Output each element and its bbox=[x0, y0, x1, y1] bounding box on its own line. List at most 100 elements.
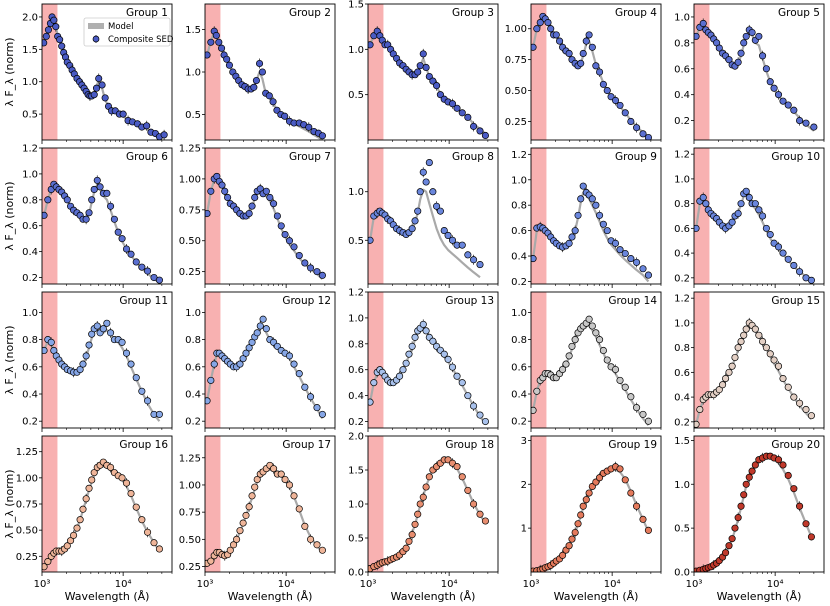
y-tick-label: 0.75 bbox=[179, 205, 201, 216]
data-point bbox=[155, 410, 163, 418]
data-point bbox=[774, 243, 783, 251]
data-point bbox=[639, 515, 647, 523]
panel-13: Group 13 0.2 0.4 0.6 0.8 1.0 1.2 bbox=[348, 288, 499, 432]
data-point bbox=[571, 528, 579, 537]
group-label: Group 20 bbox=[771, 439, 820, 451]
data-point bbox=[784, 471, 792, 480]
data-point bbox=[90, 469, 98, 477]
data-point bbox=[568, 342, 576, 350]
panel-9: Group 9 0.2 0.4 0.6 0.8 1.0 1.2 bbox=[511, 147, 662, 288]
shaded-band bbox=[205, 436, 221, 572]
data-point bbox=[633, 404, 641, 412]
data-point bbox=[224, 193, 232, 202]
group-label: Group 14 bbox=[608, 295, 657, 307]
data-point bbox=[433, 202, 441, 210]
y-tick-label: 0.75 bbox=[179, 508, 201, 519]
data-point bbox=[160, 131, 168, 139]
data-point bbox=[766, 350, 774, 358]
data-point bbox=[436, 207, 444, 215]
data-point bbox=[230, 541, 238, 549]
panel-8: Group 8 0.5 1.0 bbox=[348, 147, 499, 288]
data-point bbox=[42, 211, 48, 219]
data-point bbox=[579, 182, 587, 190]
data-point bbox=[92, 84, 101, 92]
data-point bbox=[644, 417, 652, 425]
data-point bbox=[585, 31, 593, 39]
data-point bbox=[728, 535, 736, 543]
panel-frame bbox=[367, 435, 499, 573]
y-tick-label: 1.5 bbox=[348, 466, 364, 477]
shaded-band bbox=[42, 436, 58, 572]
data-point bbox=[444, 355, 452, 363]
data-point bbox=[405, 350, 413, 358]
data-point bbox=[259, 315, 267, 323]
y-tick-label: 0.6 bbox=[22, 362, 38, 373]
data-point bbox=[565, 542, 573, 550]
y-tick-label: 0.25 bbox=[16, 552, 38, 563]
y-tick-label: 2 bbox=[521, 480, 527, 491]
data-point bbox=[531, 255, 537, 263]
data-point bbox=[255, 59, 264, 68]
data-point bbox=[699, 19, 707, 27]
plot-area bbox=[694, 148, 815, 284]
data-point bbox=[770, 84, 778, 92]
data-point bbox=[784, 255, 792, 263]
y-tick-label: 0.2 bbox=[674, 273, 690, 284]
data-point bbox=[737, 337, 745, 346]
legend-model-label: Model bbox=[108, 22, 134, 32]
data-point bbox=[103, 319, 111, 327]
data-point bbox=[565, 239, 573, 247]
y-tick-label: 0.5 bbox=[348, 534, 364, 545]
data-point bbox=[253, 475, 261, 484]
data-point bbox=[770, 356, 778, 364]
model-curve bbox=[369, 188, 481, 279]
y-tick-label: 1.00 bbox=[505, 24, 527, 35]
data-point bbox=[82, 352, 90, 360]
data-point bbox=[207, 187, 215, 195]
data-point bbox=[396, 372, 404, 380]
y-tick-label: 1.0 bbox=[22, 169, 38, 180]
y-tick-label: 0.4 bbox=[674, 393, 690, 404]
plot-area bbox=[205, 148, 326, 284]
y-tick-label: 0.4 bbox=[674, 90, 690, 101]
data-point bbox=[544, 18, 552, 27]
y-tick-label: 1.00 bbox=[179, 480, 201, 491]
data-point bbox=[481, 417, 489, 426]
data-point bbox=[627, 117, 635, 126]
data-point bbox=[585, 489, 593, 497]
y-tick-label: 1.25 bbox=[16, 447, 38, 458]
y-tick-label: 0.8 bbox=[674, 199, 690, 210]
plot-area bbox=[205, 292, 326, 428]
plot-area bbox=[205, 436, 326, 572]
data-point bbox=[127, 250, 135, 258]
y-tick-label: 0.4 bbox=[511, 252, 527, 263]
data-point bbox=[559, 365, 567, 374]
data-point bbox=[281, 475, 289, 484]
data-point bbox=[627, 393, 635, 401]
data-point bbox=[93, 176, 101, 184]
plot-area bbox=[368, 4, 489, 140]
y-tick-label: 0.6 bbox=[511, 226, 527, 237]
model-curve bbox=[695, 456, 813, 572]
y-tick-label: 1.0 bbox=[674, 480, 690, 491]
data-point bbox=[85, 209, 93, 217]
plot-area bbox=[368, 292, 489, 428]
data-point bbox=[448, 100, 457, 108]
data-point bbox=[731, 524, 739, 532]
x-tick-label: 10³ bbox=[523, 579, 540, 590]
data-point bbox=[696, 405, 704, 414]
data-point bbox=[250, 83, 258, 91]
data-point bbox=[132, 503, 140, 511]
y-tick-label: 0.8 bbox=[22, 335, 38, 346]
data-point bbox=[93, 322, 101, 330]
plot-area bbox=[42, 436, 163, 572]
data-point bbox=[796, 117, 804, 125]
data-point bbox=[599, 346, 607, 355]
y-tick-label: 0.8 bbox=[22, 195, 38, 206]
y-tick-label: 0.4 bbox=[674, 249, 690, 260]
data-point bbox=[611, 365, 620, 374]
data-point bbox=[150, 539, 158, 547]
shaded-band bbox=[531, 436, 547, 572]
data-point bbox=[755, 331, 763, 339]
data-point bbox=[802, 405, 810, 414]
